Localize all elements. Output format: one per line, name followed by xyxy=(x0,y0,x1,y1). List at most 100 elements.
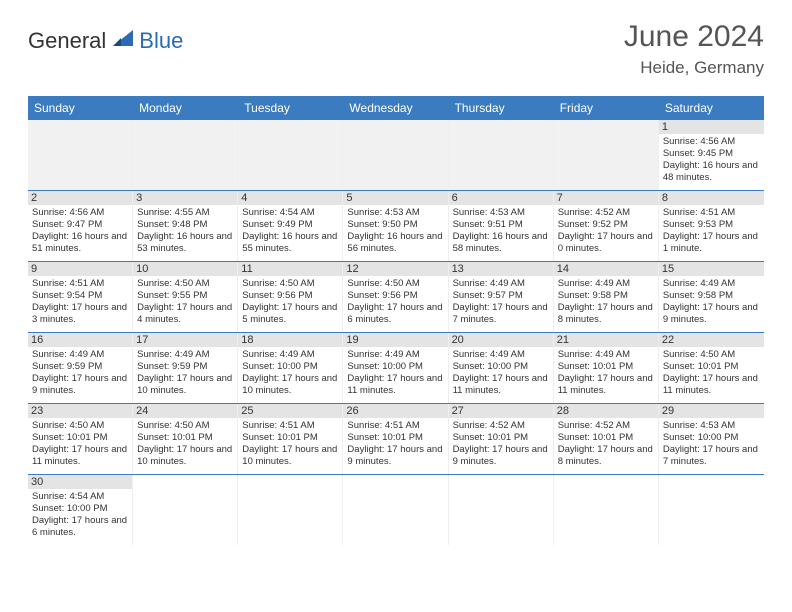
sunrise-text: Sunrise: 4:49 AM xyxy=(242,349,338,361)
sunset-text: Sunset: 9:51 PM xyxy=(453,219,549,231)
empty-day-cell xyxy=(238,475,343,545)
daylight-text: Daylight: 17 hours and 7 minutes. xyxy=(663,444,760,468)
day-details: Sunrise: 4:51 AMSunset: 9:54 PMDaylight:… xyxy=(32,278,128,326)
sunrise-text: Sunrise: 4:51 AM xyxy=(347,420,443,432)
calendar-grid: SundayMondayTuesdayWednesdayThursdayFrid… xyxy=(28,96,764,545)
sunrise-text: Sunrise: 4:50 AM xyxy=(663,349,760,361)
day-cell: 11 Sunrise: 4:50 AMSunset: 9:56 PMDayligh… xyxy=(238,262,343,332)
day-number: 14 xyxy=(554,262,658,276)
sunrise-text: Sunrise: 4:50 AM xyxy=(347,278,443,290)
day-number: 22 xyxy=(659,333,764,347)
day-details: Sunrise: 4:50 AMSunset: 9:56 PMDaylight:… xyxy=(242,278,338,326)
day-details: Sunrise: 4:50 AMSunset: 10:01 PMDaylight… xyxy=(137,420,233,468)
sunset-text: Sunset: 9:53 PM xyxy=(663,219,760,231)
sunset-text: Sunset: 9:54 PM xyxy=(32,290,128,302)
empty-day-cell xyxy=(133,475,238,545)
day-number: 5 xyxy=(343,191,447,205)
daylight-text: Daylight: 17 hours and 6 minutes. xyxy=(32,515,128,539)
daylight-text: Daylight: 17 hours and 10 minutes. xyxy=(137,373,233,397)
sunset-text: Sunset: 10:00 PM xyxy=(32,503,128,515)
day-details: Sunrise: 4:49 AMSunset: 9:57 PMDaylight:… xyxy=(453,278,549,326)
dow-cell: Thursday xyxy=(449,96,554,120)
day-details: Sunrise: 4:56 AMSunset: 9:47 PMDaylight:… xyxy=(32,207,128,255)
day-cell: 21 Sunrise: 4:49 AMSunset: 10:01 PMDaylig… xyxy=(554,333,659,403)
day-details: Sunrise: 4:51 AMSunset: 10:01 PMDaylight… xyxy=(347,420,443,468)
daylight-text: Daylight: 17 hours and 11 minutes. xyxy=(347,373,443,397)
day-details: Sunrise: 4:54 AMSunset: 10:00 PMDaylight… xyxy=(32,491,128,539)
day-cell: 20Sunrise: 4:49 AMSunset: 10:00 PMDaylig… xyxy=(449,333,554,403)
day-cell: 30Sunrise: 4:54 AMSunset: 10:00 PMDaylig… xyxy=(28,475,133,545)
dow-cell: Wednesday xyxy=(343,96,448,120)
sunset-text: Sunset: 9:52 PM xyxy=(558,219,654,231)
day-details: Sunrise: 4:49 AMSunset: 9:59 PMDaylight:… xyxy=(137,349,233,397)
day-details: Sunrise: 4:51 AMSunset: 10:01 PMDaylight… xyxy=(242,420,338,468)
daylight-text: Daylight: 16 hours and 56 minutes. xyxy=(347,231,443,255)
day-number: 20 xyxy=(449,333,553,347)
day-details: Sunrise: 4:49 AMSunset: 10:00 PMDaylight… xyxy=(347,349,443,397)
sunset-text: Sunset: 10:01 PM xyxy=(558,432,654,444)
day-cell: 26Sunrise: 4:51 AMSunset: 10:01 PMDaylig… xyxy=(343,404,448,474)
sunset-text: Sunset: 9:58 PM xyxy=(663,290,760,302)
day-details: Sunrise: 4:52 AMSunset: 10:01 PMDaylight… xyxy=(453,420,549,468)
week-row: 30Sunrise: 4:54 AMSunset: 10:00 PMDaylig… xyxy=(28,475,764,545)
dow-cell: Monday xyxy=(133,96,238,120)
daylight-text: Daylight: 17 hours and 5 minutes. xyxy=(242,302,338,326)
daylight-text: Daylight: 17 hours and 7 minutes. xyxy=(453,302,549,326)
month-year-title: June 2024 xyxy=(624,20,764,54)
week-row: 23Sunrise: 4:50 AMSunset: 10:01 PMDaylig… xyxy=(28,404,764,475)
sunrise-text: Sunrise: 4:50 AM xyxy=(137,278,233,290)
sunset-text: Sunset: 10:00 PM xyxy=(347,361,443,373)
day-cell: 4Sunrise: 4:54 AMSunset: 9:49 PMDaylight… xyxy=(238,191,343,261)
empty-day-cell xyxy=(343,120,448,190)
day-number: 17 xyxy=(133,333,237,347)
empty-day-cell xyxy=(28,120,133,190)
day-number: 8 xyxy=(659,191,764,205)
day-details: Sunrise: 4:49 AMSunset: 9:58 PMDaylight:… xyxy=(663,278,760,326)
day-number: 11 xyxy=(238,262,342,276)
empty-day-cell xyxy=(133,120,238,190)
day-details: Sunrise: 4:49 AMSunset: 10:00 PMDaylight… xyxy=(242,349,338,397)
day-cell: 13Sunrise: 4:49 AMSunset: 9:57 PMDayligh… xyxy=(449,262,554,332)
day-cell: 23Sunrise: 4:50 AMSunset: 10:01 PMDaylig… xyxy=(28,404,133,474)
sunset-text: Sunset: 9:47 PM xyxy=(32,219,128,231)
day-details: Sunrise: 4:54 AMSunset: 9:49 PMDaylight:… xyxy=(242,207,338,255)
day-number: 19 xyxy=(343,333,447,347)
day-details: Sunrise: 4:49 AMSunset: 10:01 PMDaylight… xyxy=(558,349,654,397)
daylight-text: Daylight: 17 hours and 8 minutes. xyxy=(558,302,654,326)
day-details: Sunrise: 4:53 AMSunset: 9:51 PMDaylight:… xyxy=(453,207,549,255)
sunset-text: Sunset: 10:01 PM xyxy=(32,432,128,444)
dow-cell: Sunday xyxy=(28,96,133,120)
sunrise-text: Sunrise: 4:49 AM xyxy=(453,349,549,361)
daylight-text: Daylight: 17 hours and 10 minutes. xyxy=(242,373,338,397)
sunrise-text: Sunrise: 4:49 AM xyxy=(558,278,654,290)
dow-cell: Friday xyxy=(554,96,659,120)
day-cell: 2Sunrise: 4:56 AMSunset: 9:47 PMDaylight… xyxy=(28,191,133,261)
logo-text-general: General xyxy=(28,28,106,54)
daylight-text: Daylight: 17 hours and 11 minutes. xyxy=(663,373,760,397)
sunset-text: Sunset: 9:49 PM xyxy=(242,219,338,231)
daylight-text: Daylight: 17 hours and 3 minutes. xyxy=(32,302,128,326)
sunrise-text: Sunrise: 4:49 AM xyxy=(137,349,233,361)
sunrise-text: Sunrise: 4:53 AM xyxy=(453,207,549,219)
sunrise-text: Sunrise: 4:49 AM xyxy=(558,349,654,361)
daylight-text: Daylight: 16 hours and 55 minutes. xyxy=(242,231,338,255)
day-cell: 19 Sunrise: 4:49 AMSunset: 10:00 PMDaylig… xyxy=(343,333,448,403)
day-number: 12 xyxy=(343,262,447,276)
day-cell: 10Sunrise: 4:50 AMSunset: 9:55 PMDayligh… xyxy=(133,262,238,332)
daylight-text: Daylight: 16 hours and 51 minutes. xyxy=(32,231,128,255)
daylight-text: Daylight: 16 hours and 58 minutes. xyxy=(453,231,549,255)
dow-cell: Tuesday xyxy=(238,96,343,120)
day-number: 6 xyxy=(449,191,553,205)
day-cell: 14Sunrise: 4:49 AMSunset: 9:58 PMDayligh… xyxy=(554,262,659,332)
daylight-text: Daylight: 17 hours and 8 minutes. xyxy=(558,444,654,468)
sunrise-text: Sunrise: 4:51 AM xyxy=(242,420,338,432)
sunrise-text: Sunrise: 4:49 AM xyxy=(453,278,549,290)
day-details: Sunrise: 4:49 AMSunset: 9:59 PMDaylight:… xyxy=(32,349,128,397)
day-cell: 17 Sunrise: 4:49 AMSunset: 9:59 PMDayligh… xyxy=(133,333,238,403)
day-cell: 3Sunrise: 4:55 AMSunset: 9:48 PMDaylight… xyxy=(133,191,238,261)
day-number: 7 xyxy=(554,191,658,205)
daylight-text: Daylight: 17 hours and 11 minutes. xyxy=(558,373,654,397)
daylight-text: Daylight: 17 hours and 11 minutes. xyxy=(32,444,128,468)
day-number: 21 xyxy=(554,333,658,347)
day-details: Sunrise: 4:53 AMSunset: 10:00 PMDaylight… xyxy=(663,420,760,468)
